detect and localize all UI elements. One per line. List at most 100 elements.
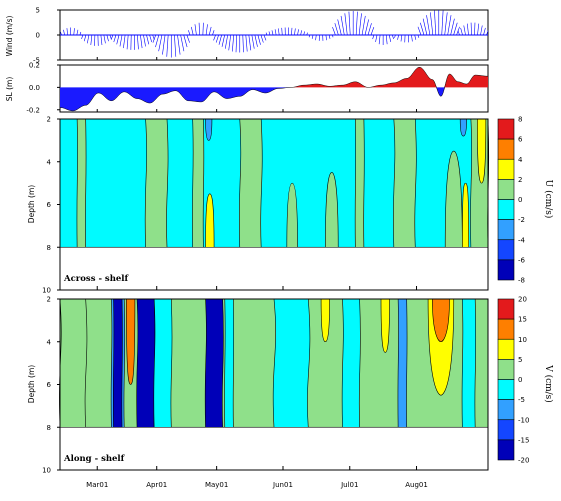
u-contour-region bbox=[238, 118, 263, 248]
u-colorbar-swatch bbox=[497, 158, 515, 180]
wind-vector bbox=[294, 28, 296, 36]
wind-vector bbox=[337, 19, 342, 36]
wind-vector bbox=[113, 34, 117, 43]
across-shelf-colorbar-label: U (cm/s) bbox=[543, 180, 554, 219]
u-colorbar-tick-label: -4 bbox=[518, 236, 526, 244]
sea-level-y-ticks: 0.2 0.0 -0.2 bbox=[26, 62, 60, 114]
wind-vectors bbox=[60, 10, 489, 60]
wind-vector bbox=[110, 34, 114, 40]
u-colorbar-swatch bbox=[497, 259, 515, 281]
wind-vector bbox=[218, 34, 222, 45]
wind-vector bbox=[83, 34, 87, 42]
wind-vector bbox=[146, 34, 150, 45]
wind-vector bbox=[388, 34, 392, 42]
v-y-tick-label: 6 bbox=[47, 381, 52, 389]
wind-vector bbox=[235, 34, 238, 53]
v-colorbar-swatch bbox=[497, 399, 515, 421]
sea-level-y-tick-label: 0.0 bbox=[29, 84, 40, 92]
wind-vector bbox=[162, 34, 166, 55]
wind-vector bbox=[126, 34, 129, 50]
wind-vector bbox=[372, 34, 375, 40]
wind-vector bbox=[109, 34, 112, 39]
along-shelf-y-ticks: 2 4 6 8 10 bbox=[42, 296, 60, 475]
v-contour-region bbox=[59, 298, 88, 428]
u-colorbar-tick-label: -8 bbox=[518, 277, 525, 285]
v-colorbar-swatch bbox=[497, 439, 515, 461]
v-y-tick-label: 10 bbox=[42, 467, 51, 475]
wind-vector bbox=[224, 34, 228, 49]
wind-vector bbox=[177, 34, 181, 55]
across-shelf-contours bbox=[59, 118, 490, 290]
v-colorbar-swatch bbox=[497, 359, 515, 380]
x-tick-label: Apr01 bbox=[146, 481, 167, 489]
across-shelf-x-ticks bbox=[96, 286, 418, 290]
wind-y-tick-label: -5 bbox=[33, 57, 40, 65]
u-y-tick-label: 4 bbox=[47, 158, 52, 166]
wind-vector bbox=[174, 34, 177, 57]
wind-vector bbox=[265, 32, 268, 36]
u-contour-region bbox=[354, 118, 365, 248]
u-colorbar-swatch bbox=[497, 138, 515, 160]
v-colorbar-swatch bbox=[497, 318, 515, 340]
wind-vector bbox=[202, 22, 204, 36]
wind-vector bbox=[232, 34, 235, 52]
wind-vector bbox=[274, 29, 277, 36]
wind-vector bbox=[149, 34, 153, 43]
x-tick-label: Jun01 bbox=[272, 481, 293, 489]
wind-vector bbox=[123, 34, 126, 49]
wind-vector bbox=[260, 34, 264, 43]
v-contour-region bbox=[153, 298, 173, 428]
u-contour-region bbox=[325, 172, 339, 248]
u-contour-region bbox=[286, 182, 298, 248]
v-colorbar-tick-label: 5 bbox=[518, 356, 522, 364]
wind-panel: 5 0 -5 Wind (m/s) bbox=[5, 7, 489, 65]
wind-vector bbox=[480, 25, 483, 36]
along-shelf-x-ticks bbox=[96, 466, 418, 470]
wind-vector bbox=[208, 26, 212, 36]
wind-vector bbox=[79, 31, 82, 36]
wind-vector bbox=[430, 12, 434, 36]
wind-vector bbox=[444, 12, 448, 36]
wind-vector bbox=[426, 15, 431, 36]
wind-vector bbox=[63, 29, 65, 36]
v-contour-region bbox=[204, 298, 224, 428]
wind-vector bbox=[450, 18, 455, 36]
wind-vector bbox=[315, 34, 317, 41]
wind-vector bbox=[152, 34, 156, 43]
wind-vector bbox=[367, 23, 372, 36]
u-colorbar-tick-label: 6 bbox=[518, 136, 523, 144]
wind-vector bbox=[394, 34, 396, 38]
wind-vector bbox=[205, 24, 208, 36]
wind-vector bbox=[271, 30, 274, 36]
wind-vector bbox=[119, 34, 123, 47]
v-colorbar-tick-label: 20 bbox=[518, 296, 527, 304]
across-shelf-colorbar: 8 6 4 2 0 -2 -4 -6 -8 bbox=[497, 116, 526, 285]
wind-vector bbox=[311, 34, 314, 39]
wind-vector bbox=[254, 34, 258, 47]
wind-vector bbox=[303, 31, 306, 36]
wind-vector bbox=[60, 31, 62, 36]
wind-vector bbox=[457, 30, 460, 36]
wind-y-axis-label: Wind (m/s) bbox=[5, 16, 14, 57]
x-tick-label: Jul01 bbox=[340, 481, 358, 489]
x-tick-label: Aug01 bbox=[405, 481, 428, 489]
v-contour-region bbox=[341, 298, 361, 428]
wind-vector bbox=[344, 13, 348, 36]
wind-vector bbox=[251, 34, 255, 49]
wind-vector bbox=[325, 34, 327, 41]
x-tick-label: Mar01 bbox=[86, 481, 108, 489]
u-colorbar-tick-label: -6 bbox=[518, 256, 526, 264]
across-shelf-panel: 2 4 6 8 10 Depth (m) Across - shelf bbox=[27, 116, 490, 295]
wind-vector bbox=[306, 32, 308, 36]
v-contour-region bbox=[397, 298, 408, 428]
wind-vector bbox=[194, 24, 197, 36]
sea-level-line bbox=[59, 66, 489, 112]
wind-vector bbox=[460, 27, 463, 36]
wind-vector bbox=[434, 10, 437, 36]
u-contour-region bbox=[462, 182, 470, 248]
u-field-background bbox=[59, 118, 489, 248]
wind-vector bbox=[417, 26, 422, 36]
wind-vector bbox=[245, 34, 248, 52]
wind-vector bbox=[422, 18, 428, 36]
